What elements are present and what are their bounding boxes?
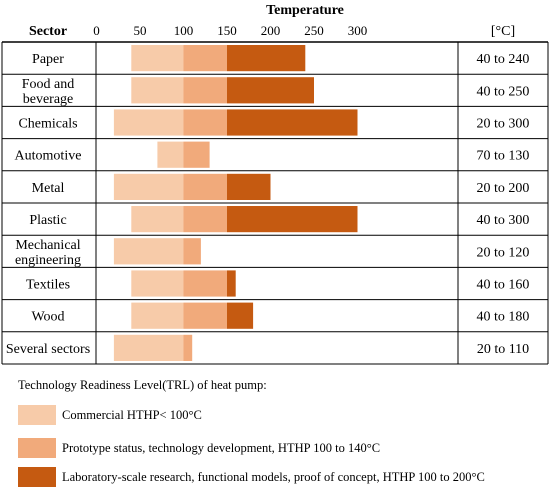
table-gridlines bbox=[1, 41, 549, 365]
bar-segment bbox=[227, 45, 306, 72]
range-label: 20 to 200 bbox=[477, 181, 530, 196]
legend-swatch-prototype bbox=[18, 438, 56, 458]
sector-label: Food and bbox=[22, 77, 75, 92]
bar-segment bbox=[183, 206, 227, 233]
bar-segment bbox=[131, 45, 184, 72]
bar-segment bbox=[131, 206, 184, 233]
chart-title: Temperature bbox=[266, 3, 344, 18]
bar-segment bbox=[227, 302, 254, 329]
bar-segment bbox=[131, 77, 184, 104]
chart: Temperature Sector [°C] 0 50 100 150 200 250 3… bbox=[1, 3, 549, 365]
sector-label: Metal bbox=[32, 181, 65, 196]
sector-label: Textiles bbox=[26, 278, 70, 293]
legend-title: Technology Readiness Level(TRL) of heat … bbox=[18, 378, 267, 392]
sector-header: Sector bbox=[29, 24, 67, 39]
legend-item-laboratory: Laboratory-scale research, functional mo… bbox=[18, 466, 485, 488]
bar-segment bbox=[157, 141, 184, 168]
legend-swatch-commercial bbox=[18, 405, 56, 425]
legend-label-commercial: Commercial HTHP< 100°C bbox=[62, 407, 202, 422]
x-tick-label: 0 bbox=[93, 23, 100, 38]
bar-segment bbox=[113, 109, 184, 136]
sector-label: engineering bbox=[15, 253, 81, 268]
bar-segment bbox=[113, 173, 184, 200]
unit-header: [°C] bbox=[491, 24, 515, 39]
bar-segment bbox=[183, 302, 227, 329]
x-tick-label: 250 bbox=[304, 23, 324, 38]
x-tick-label: 100 bbox=[174, 23, 194, 38]
bar-segment bbox=[227, 270, 236, 297]
legend-item-prototype: Prototype status, technology development… bbox=[18, 437, 380, 459]
legend-swatch-laboratory bbox=[18, 467, 56, 487]
range-label: 40 to 240 bbox=[477, 52, 530, 67]
range-label: 70 to 130 bbox=[477, 149, 530, 164]
bar-segment bbox=[227, 109, 358, 136]
bar-segment bbox=[227, 206, 358, 233]
range-label: 40 to 300 bbox=[477, 213, 530, 228]
sector-label: Several sectors bbox=[6, 342, 90, 357]
legend-label-laboratory: Laboratory-scale research, functional mo… bbox=[62, 469, 485, 484]
range-label: 20 to 300 bbox=[477, 117, 530, 132]
x-axis-ticks: 0 50 100 150 200 250 300 bbox=[93, 23, 367, 38]
x-tick-label: 50 bbox=[134, 23, 147, 38]
x-tick-label: 150 bbox=[217, 23, 237, 38]
range-label: 40 to 250 bbox=[477, 84, 530, 99]
range-label: 40 to 180 bbox=[477, 310, 530, 325]
bar-segment bbox=[183, 45, 227, 72]
x-tick-label: 300 bbox=[348, 23, 368, 38]
range-label: 20 to 110 bbox=[477, 342, 529, 357]
range-label: 20 to 120 bbox=[477, 245, 530, 260]
bar-segment bbox=[183, 334, 193, 361]
bar-segment bbox=[131, 302, 184, 329]
x-tick-label: 200 bbox=[261, 23, 281, 38]
bar-segment bbox=[183, 109, 227, 136]
chart-bars bbox=[113, 45, 358, 361]
sector-label: Paper bbox=[32, 52, 64, 67]
bar-segment bbox=[183, 77, 227, 104]
bar-segment bbox=[227, 77, 314, 104]
legend-label-prototype: Prototype status, technology development… bbox=[62, 440, 381, 455]
bar-segment bbox=[113, 238, 184, 265]
range-label: 40 to 160 bbox=[477, 278, 530, 293]
bar-segment bbox=[131, 270, 184, 297]
bar-segment bbox=[227, 173, 271, 200]
sector-label: Plastic bbox=[29, 213, 66, 228]
sector-label: Mechanical bbox=[15, 238, 80, 253]
sector-label: Wood bbox=[31, 310, 64, 325]
sector-label: beverage bbox=[23, 92, 74, 107]
sector-label: Chemicals bbox=[18, 117, 77, 132]
bar-segment bbox=[113, 334, 184, 361]
bar-segment bbox=[183, 238, 201, 265]
legend-item-commercial: Commercial HTHP< 100°C bbox=[18, 404, 202, 426]
bar-segment bbox=[183, 141, 210, 168]
bar-segment bbox=[183, 270, 227, 297]
bar-segment bbox=[183, 173, 227, 200]
sector-label: Automotive bbox=[15, 149, 82, 164]
